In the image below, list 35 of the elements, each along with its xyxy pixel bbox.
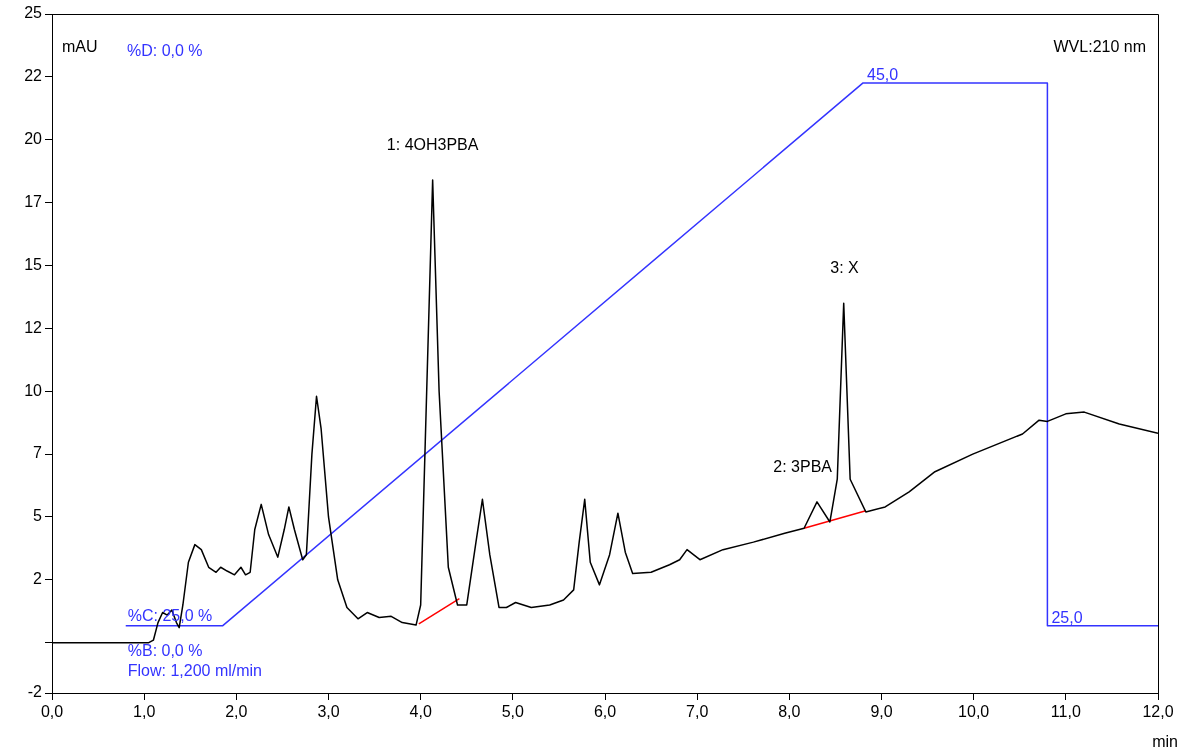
annotation: 45,0	[867, 65, 899, 83]
y-tick-label: 10	[24, 381, 43, 399]
x-tick-label: 2,0	[225, 703, 248, 721]
x-tick-label: 5,0	[501, 703, 525, 721]
y-tick-label: 5	[33, 507, 43, 525]
x-tick-label: 10,0	[958, 703, 990, 721]
x-tick-label: 3,0	[317, 703, 340, 721]
annotation: 25,0	[1051, 608, 1083, 626]
annotation: WVL:210 nm	[1053, 38, 1146, 55]
x-tick-label: 11,0	[1050, 703, 1081, 721]
y-tick-label: 17	[24, 193, 43, 211]
x-tick-label: 0,0	[40, 703, 64, 721]
y-tick-label: 2	[33, 570, 43, 588]
x-tick-label: 9,0	[870, 703, 893, 721]
annotation: %D: 0,0 %	[127, 42, 203, 59]
y-tick-label: -2	[27, 683, 43, 701]
annotation: Flow: 1,200 ml/min	[127, 661, 262, 679]
x-tick-label: 1,0	[133, 703, 156, 721]
y-tick-label: 20	[24, 130, 43, 148]
y-tick-label: 12	[24, 318, 43, 336]
x-tick-label: 7,0	[686, 703, 709, 721]
y-tick-label: 15	[24, 255, 43, 273]
annotation: 2: 3PBA	[773, 457, 833, 475]
annotation: 3: X	[830, 259, 860, 277]
x-tick-label: 6,0	[593, 703, 617, 721]
x-tick-label: 4,0	[409, 703, 432, 721]
y-tick-label: 7	[33, 444, 43, 462]
x-axis-title: min	[1152, 733, 1178, 750]
annotation: %B: 0,0 %	[127, 641, 203, 659]
y-tick-label: 25	[24, 4, 43, 22]
y-tick-label: 22	[24, 67, 43, 85]
y-axis-title: mAU	[62, 38, 98, 55]
x-tick-label: 8,0	[778, 703, 801, 721]
x-tick-label: 12,0	[1142, 703, 1174, 721]
annotation: 1: 4OH3PBA	[386, 135, 479, 153]
